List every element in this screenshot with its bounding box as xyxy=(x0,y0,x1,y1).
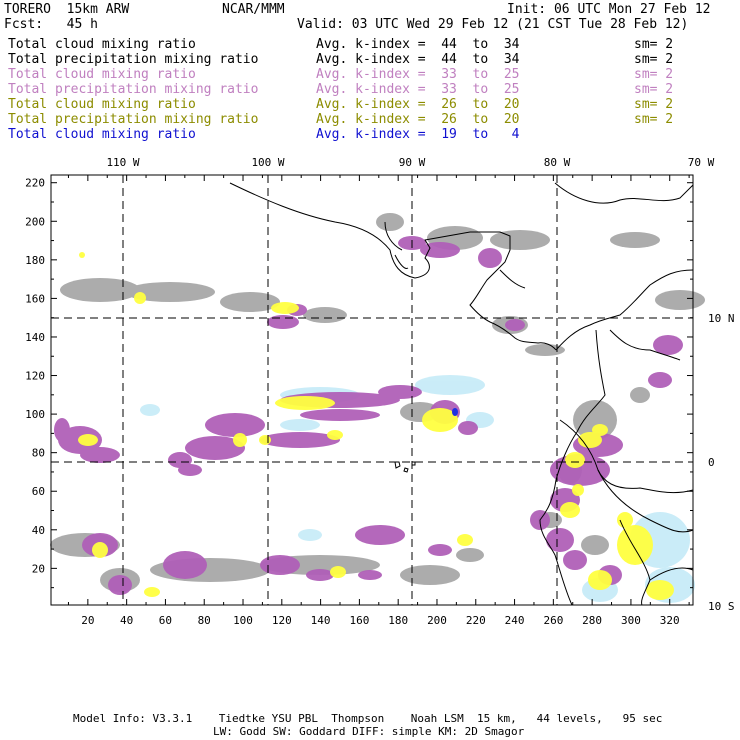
lon-label: 80 W xyxy=(544,156,571,169)
legend-field: Total cloud mixing ratio xyxy=(8,127,196,142)
yellow-cloud-patches xyxy=(78,252,674,600)
x-tick-label: 200 xyxy=(427,614,447,627)
legend-index: Avg. k-index = 19 to 4 xyxy=(316,127,520,142)
y-tick-label: 220 xyxy=(25,177,45,190)
y-tick-label: 80 xyxy=(32,447,45,460)
lat-label: 10 N xyxy=(708,312,735,325)
legend-field: Total precipitation mixing ratio xyxy=(8,82,259,97)
legend-field: Total cloud mixing ratio xyxy=(8,37,196,52)
init-time: Init: 06 UTC Mon 27 Feb 12 xyxy=(507,2,711,17)
legend-sm: sm= 2 xyxy=(634,112,674,127)
blue-cloud-core xyxy=(452,408,458,416)
y-tick-label: 200 xyxy=(25,215,45,228)
x-tick-label: 260 xyxy=(543,614,563,627)
legend-index: Avg. k-index = 26 to 20 xyxy=(316,112,520,127)
model-info-line2: LW: Godd SW: Goddard DIFF: simple KM: 2D… xyxy=(213,725,525,738)
x-tick-label: 180 xyxy=(388,614,408,627)
model-title: TORERO 15km ARW xyxy=(4,2,130,17)
x-tick-label: 100 xyxy=(233,614,253,627)
valid-time: Valid: 03 UTC Wed 29 Feb 12 (21 CST Tue … xyxy=(297,17,689,32)
lon-label: 110 W xyxy=(106,156,139,169)
lon-label: 70 W xyxy=(688,156,715,169)
legend-index: Avg. k-index = 33 to 25 xyxy=(316,67,520,82)
x-tick-label: 140 xyxy=(311,614,331,627)
legend-sm: sm= 2 xyxy=(634,37,674,52)
legend-field: Total precipitation mixing ratio xyxy=(8,52,259,67)
x-tick-label: 60 xyxy=(159,614,172,627)
x-tick-label: 80 xyxy=(198,614,211,627)
x-tick-label: 300 xyxy=(621,614,641,627)
model-info-line1: Model Info: V3.3.1 Tiedtke YSU PBL Thomp… xyxy=(73,712,663,725)
center-label: NCAR/MMM xyxy=(222,2,285,17)
coastlines xyxy=(229,182,694,606)
y-tick-marks xyxy=(51,182,693,589)
forecast-hour: Fcst: 45 h xyxy=(4,17,98,32)
x-tick-label: 40 xyxy=(120,614,133,627)
lat-label: 0 xyxy=(708,456,715,469)
legend-field: Total cloud mixing ratio xyxy=(8,67,196,82)
legend-index: Avg. k-index = 44 to 34 xyxy=(316,52,520,67)
x-tick-label: 120 xyxy=(272,614,292,627)
lat-lon-grid xyxy=(51,175,693,605)
legend-field: Total cloud mixing ratio xyxy=(8,97,196,112)
legend-sm: sm= 2 xyxy=(634,67,674,82)
legend-sm: sm= 2 xyxy=(634,82,674,97)
y-tick-label: 160 xyxy=(25,292,45,305)
longitude-labels: 110 W 100 W 90 W 80 W 70 W xyxy=(106,156,714,169)
x-tick-label: 280 xyxy=(582,614,602,627)
y-tick-label: 60 xyxy=(32,485,45,498)
y-tick-label: 140 xyxy=(25,331,45,344)
x-tick-label: 160 xyxy=(349,614,369,627)
x-tick-label: 20 xyxy=(81,614,94,627)
lat-label: 10 S xyxy=(708,600,735,613)
y-tick-labels: 20 40 60 80 100 120 140 160 180 200 220 xyxy=(25,177,45,576)
x-tick-label: 240 xyxy=(505,614,525,627)
y-tick-label: 100 xyxy=(25,408,45,421)
legend-sm: sm= 2 xyxy=(634,97,674,112)
legend-index: Avg. k-index = 26 to 20 xyxy=(316,97,520,112)
plot-frame xyxy=(50,174,694,606)
y-tick-label: 40 xyxy=(32,524,45,537)
lon-label: 100 W xyxy=(251,156,284,169)
y-tick-label: 180 xyxy=(25,254,45,267)
lon-label: 90 W xyxy=(399,156,426,169)
y-tick-label: 120 xyxy=(25,370,45,383)
legend-index: Avg. k-index = 33 to 25 xyxy=(316,82,520,97)
legend-index: Avg. k-index = 44 to 34 xyxy=(316,37,520,52)
legend-sm: sm= 2 xyxy=(634,52,674,67)
latitude-labels: 10 N 0 10 S xyxy=(708,312,735,613)
y-tick-label: 20 xyxy=(32,562,45,575)
x-tick-marks xyxy=(67,175,690,605)
x-tick-label: 320 xyxy=(660,614,680,627)
x-tick-label: 220 xyxy=(466,614,486,627)
legend-field: Total precipitation mixing ratio xyxy=(8,112,259,127)
x-tick-labels: 20 40 60 80 100 120 140 160 180 200 220 … xyxy=(81,614,679,627)
